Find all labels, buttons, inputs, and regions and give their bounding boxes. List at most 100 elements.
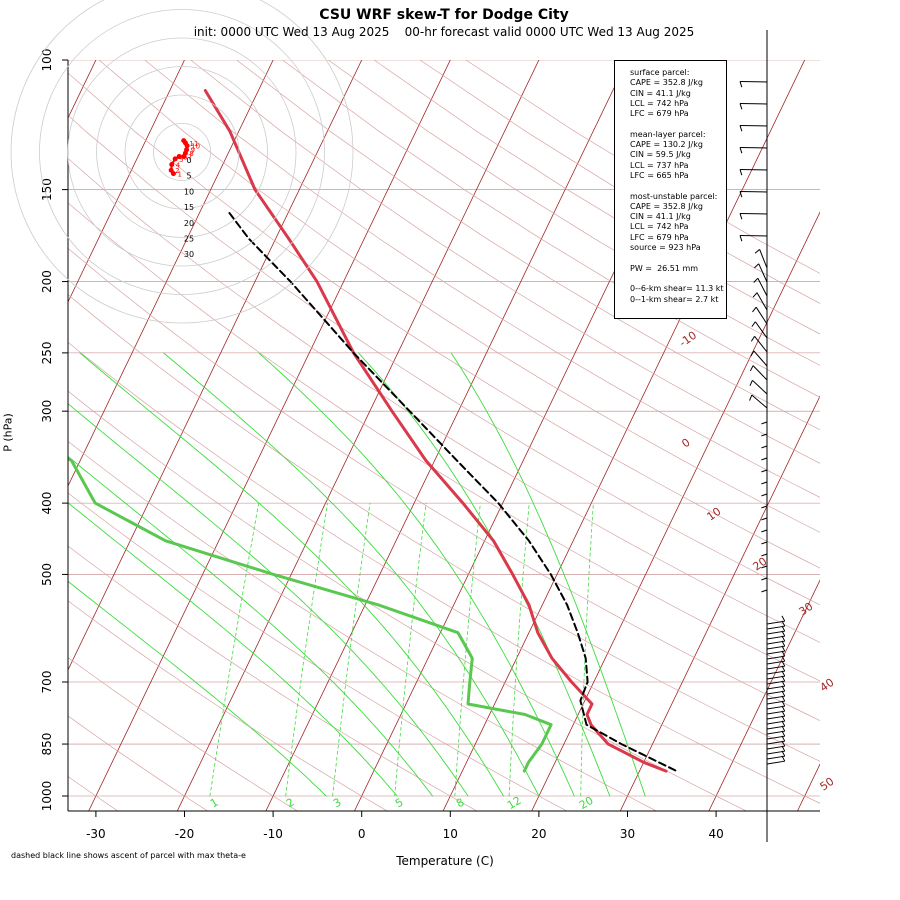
wind-barb-flag — [781, 755, 786, 762]
wind-barb-flag — [754, 263, 760, 269]
sounding-traces — [68, 89, 677, 773]
mixing-ratio-label: 3 — [331, 796, 344, 811]
wind-barb-flag — [781, 685, 786, 692]
wind-barb — [766, 665, 785, 670]
chart-title: CSU WRF skew-T for Dodge City — [319, 7, 569, 23]
dry-adiabats — [68, 60, 820, 811]
wind-barb — [739, 80, 768, 83]
wind-barb-flag — [781, 735, 786, 742]
y-tick-label: 1000 — [40, 781, 54, 812]
dry-adiabat — [68, 157, 820, 643]
wind-barb — [739, 124, 768, 127]
wind-barb-flag — [781, 620, 786, 627]
mixing-ratio-line — [454, 502, 481, 797]
wind-barb — [766, 700, 785, 705]
x-axis-label: Temperature (C) — [396, 854, 494, 868]
info-line: LCL = 742 hPa — [630, 222, 689, 232]
y-tick-label: 400 — [40, 492, 54, 515]
wind-barb-flag — [781, 650, 786, 657]
wind-barb — [753, 350, 768, 367]
wind-barb — [766, 640, 785, 645]
mixing-ratio-label: 2 — [284, 796, 297, 811]
hodograph-ring-label: 30 — [184, 250, 194, 259]
chart-subtitle: init: 0000 UTC Wed 13 Aug 2025 00-hr for… — [193, 25, 695, 39]
wind-barb-flag — [781, 670, 786, 677]
wind-barb-flag — [781, 645, 786, 652]
hodograph-point-label: 2 — [175, 167, 179, 175]
info-line: LFC = 679 hPa — [630, 232, 689, 242]
wind-barb — [766, 705, 785, 710]
y-tick-label: 300 — [40, 400, 54, 423]
isotherm-line — [68, 60, 363, 671]
dry-adiabat — [68, 114, 820, 606]
wind-barb-flag — [781, 625, 786, 632]
wind-barb-flag — [749, 380, 753, 386]
wind-barb — [766, 740, 785, 745]
hodograph-ring — [10, 0, 354, 324]
wind-barb-flag — [739, 191, 743, 198]
dry-adiabat — [68, 202, 820, 682]
shear-line: 0--6-km shear= 11.3 kt — [630, 284, 724, 294]
hodograph-ring — [39, 9, 325, 295]
wind-barb-column — [739, 30, 786, 842]
wind-barb-flag — [781, 690, 786, 697]
wind-barb-flag — [761, 421, 768, 425]
hodograph-ring — [67, 37, 297, 267]
hodograph-point-label: 1 — [177, 171, 181, 179]
wind-barb-flag — [754, 249, 760, 254]
isotherm-line — [68, 60, 274, 487]
info-line: LCL = 737 hPa — [630, 160, 689, 170]
isotherm-label: 50 — [818, 775, 837, 794]
x-tick-label: 0 — [358, 827, 366, 841]
hodograph-point-label: 10 — [191, 143, 200, 151]
hodograph-point — [169, 162, 175, 168]
wind-barb — [754, 321, 768, 339]
wind-barb — [739, 102, 768, 105]
wind-barb-flag — [761, 565, 768, 569]
wind-barb — [766, 695, 785, 700]
temperature-trace — [203, 89, 668, 773]
wind-barb-flag — [739, 235, 743, 242]
wind-barb-flag — [761, 589, 768, 593]
isotherm-label: -10 — [677, 329, 699, 350]
parcel-ascent-line — [226, 209, 677, 772]
hodograph-ring-label: 20 — [184, 219, 194, 228]
wind-barb — [766, 675, 785, 680]
mixing-ratio-label: 20 — [577, 794, 596, 812]
dry-adiabat — [236, 60, 820, 431]
isotherm-lines — [68, 60, 820, 811]
wind-barb-flag — [761, 541, 768, 545]
info-line: CAPE = 130.2 J/kg — [630, 140, 703, 150]
dry-adiabat — [68, 247, 820, 722]
x-tick-label: 40 — [708, 827, 723, 841]
wind-barb — [739, 190, 768, 193]
wind-barb — [766, 725, 785, 730]
y-tick-label: 850 — [40, 733, 54, 756]
wind-barb-flag — [761, 577, 768, 581]
hodograph-point-label: 9 — [191, 147, 195, 155]
wind-barb-flag — [749, 394, 753, 401]
plot-axes — [62, 59, 820, 817]
isotherm-line — [68, 60, 185, 303]
shear-line: 0--1-km shear= 2.7 kt — [630, 294, 719, 304]
mixing-ratio-label: 5 — [393, 796, 406, 811]
y-axis-label: P (hPa) — [1, 413, 15, 452]
wind-barb-flag — [761, 493, 768, 497]
hodograph-point — [181, 138, 187, 144]
wind-barb — [739, 168, 768, 171]
x-tick-label: 10 — [443, 827, 458, 841]
dry-adiabat — [68, 390, 748, 811]
info-line: CIN = 41.1 J/kg — [630, 212, 691, 222]
hodograph-point-label: 8 — [189, 150, 193, 158]
wind-barb — [759, 249, 768, 269]
mixing-ratio-line — [285, 502, 328, 797]
wind-barb-flag — [750, 350, 755, 357]
wind-barb-flag — [752, 306, 757, 313]
moist-adiabat — [450, 352, 646, 797]
hodograph-ring-label: 0 — [186, 156, 191, 165]
x-tick-label: 20 — [531, 827, 546, 841]
precipitable-water: PW = 26.51 mm — [630, 264, 726, 274]
mean-layer-parcel-block: mean-layer parcel: CAPE = 130.2 J/kg CIN… — [630, 130, 726, 181]
wind-barb-flag — [781, 630, 786, 637]
